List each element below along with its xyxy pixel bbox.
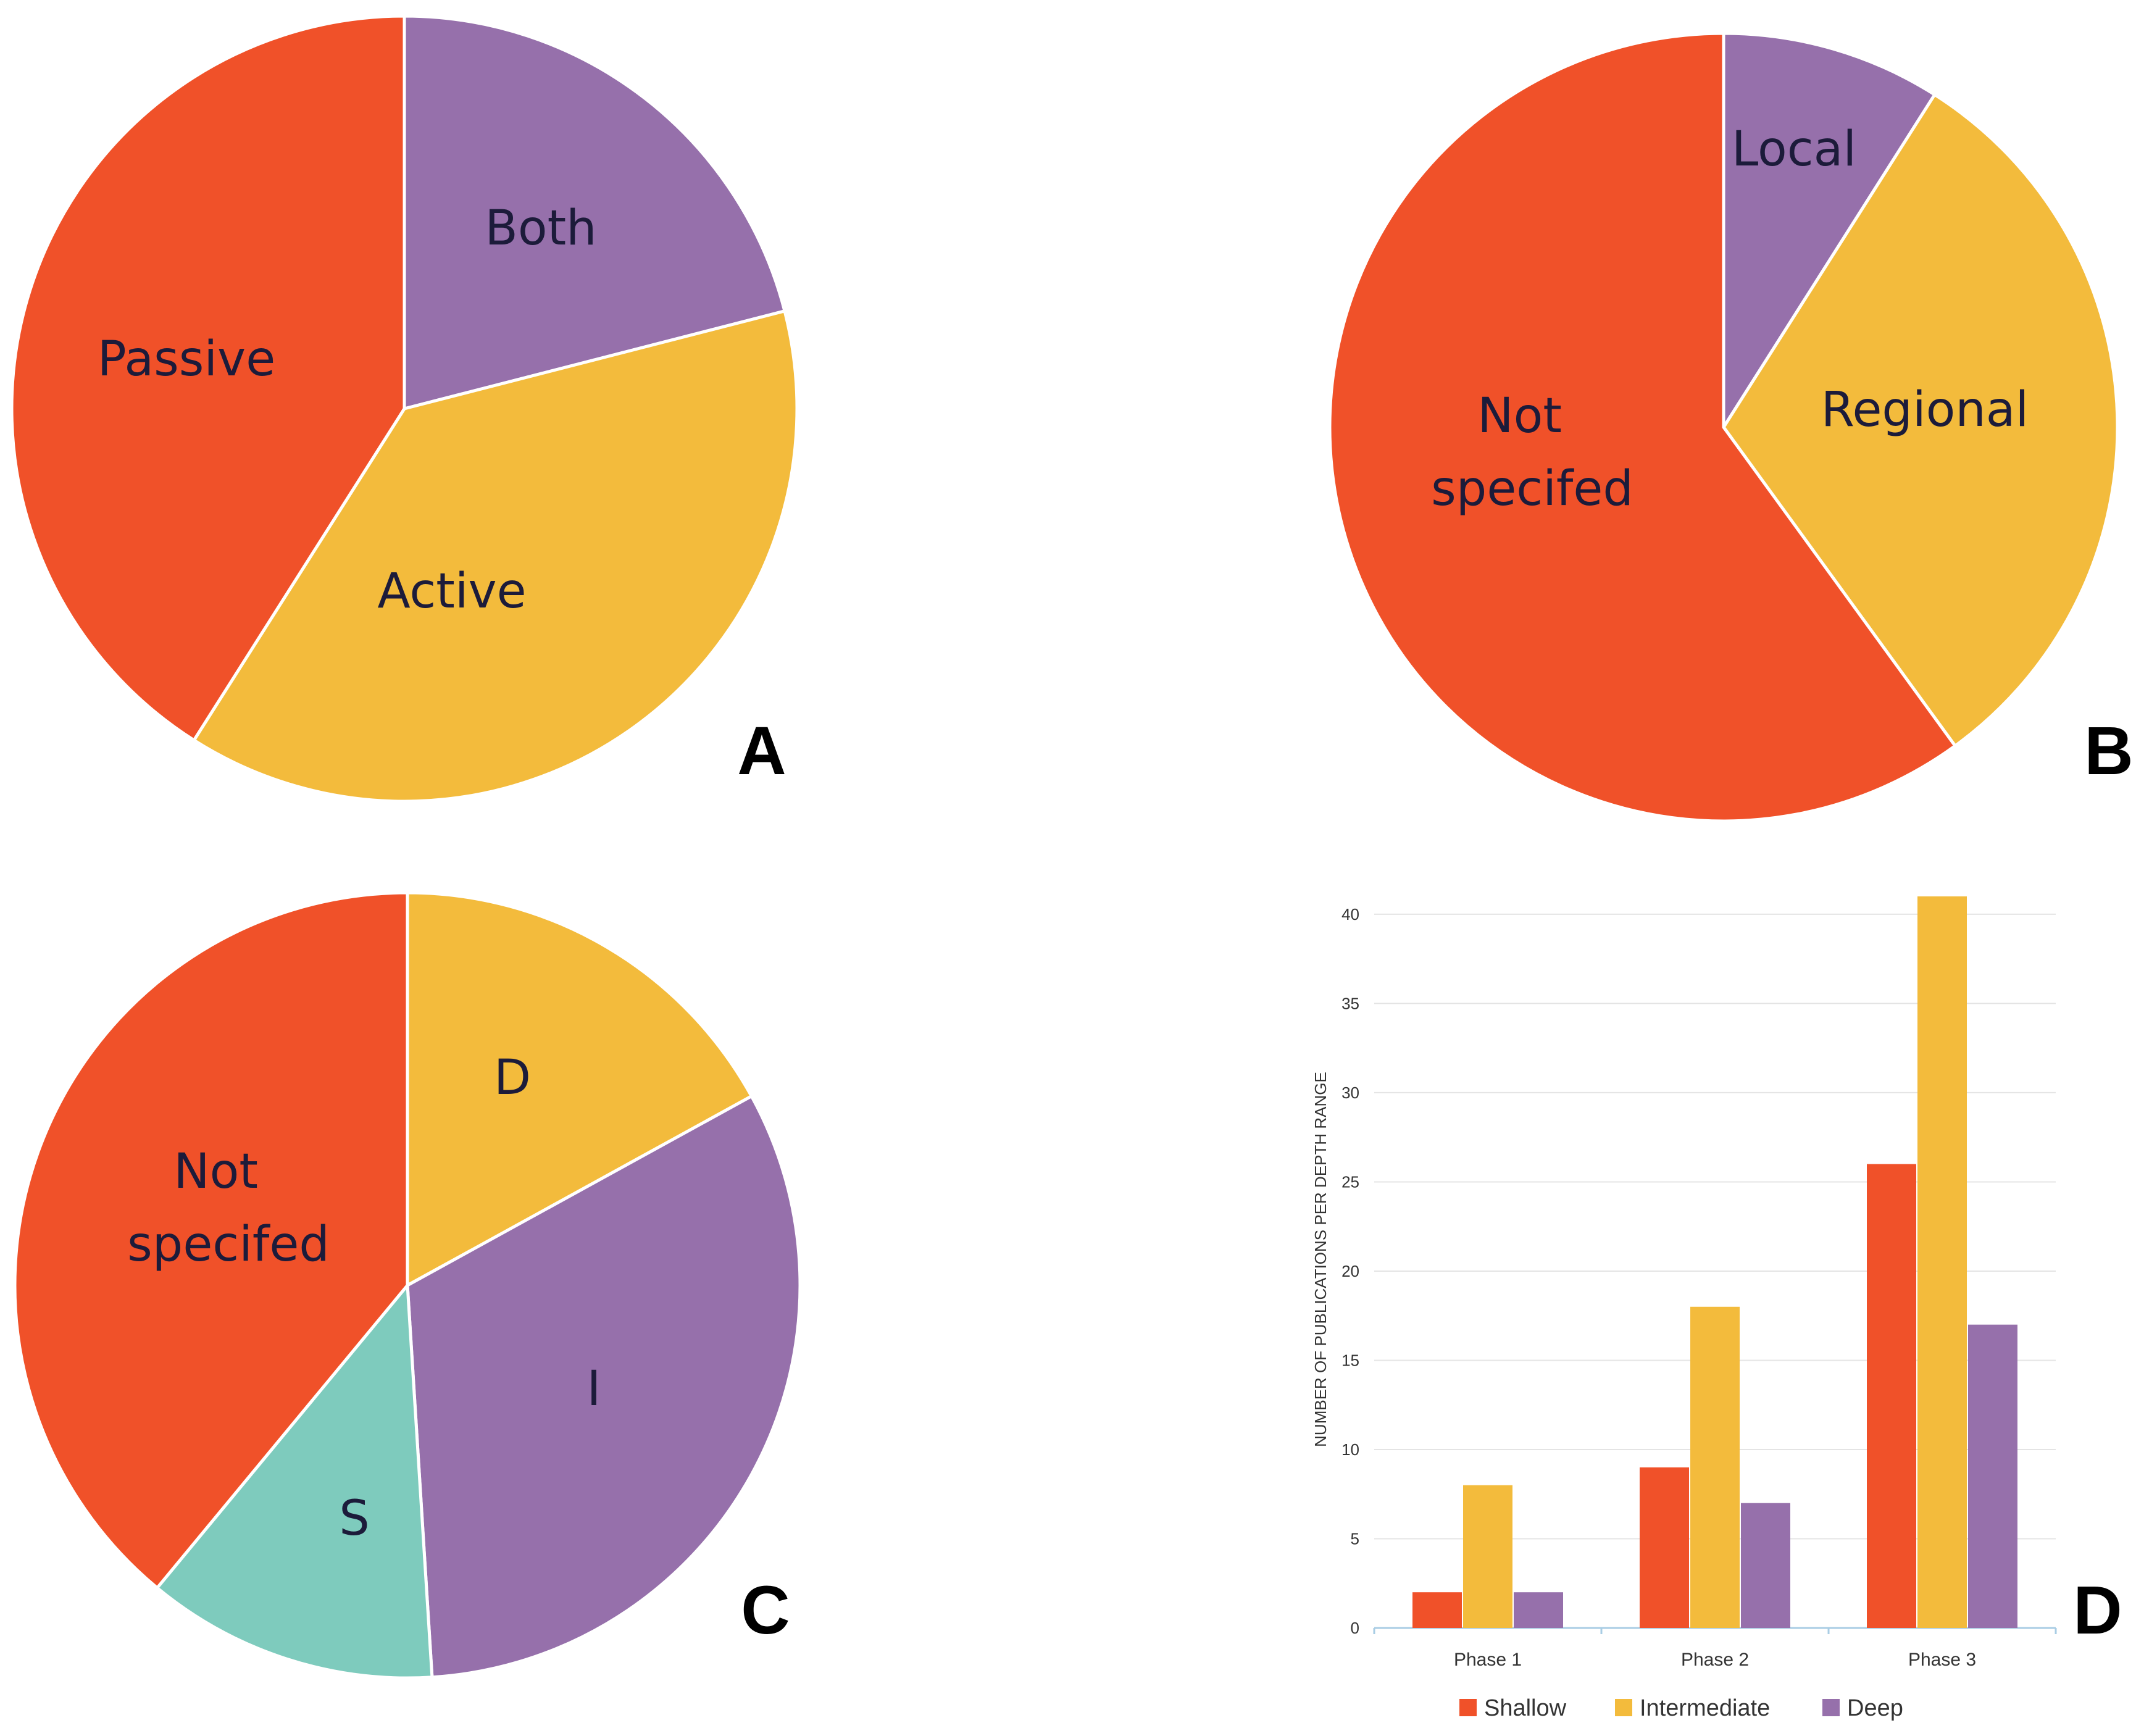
slice-label-regional: Regional	[1821, 382, 2029, 438]
slice-label-not-specified-b-line1: Not	[1477, 388, 1562, 444]
slice-label-both: Both	[485, 201, 596, 256]
pie-chart-b: Local Regional Not specifed B	[1328, 31, 2134, 823]
pie-slice-b-not-specifed	[1328, 31, 1957, 823]
pie-slice-b-regional	[1722, 93, 2119, 748]
bar-phase-2-deep	[1741, 1503, 1790, 1628]
pie-slice-a-passive	[10, 14, 406, 742]
panel-letter-b: B	[2084, 713, 2133, 789]
y-tick-label-5: 5	[1351, 1529, 1359, 1548]
slice-label-local: Local	[1732, 122, 1856, 177]
pie-slice-c-i	[406, 1095, 802, 1679]
pie-chart-c: D I S Not specifed C	[13, 891, 802, 1680]
slice-label-not-specified-c-line1: Not	[173, 1144, 258, 1200]
y-tick-label-0: 0	[1351, 1619, 1359, 1637]
bar-phase-1-shallow	[1412, 1592, 1462, 1628]
panel-letter-d: D	[2073, 1572, 2122, 1648]
x-tick-label-phase-2: Phase 2	[1681, 1650, 1749, 1670]
pie-slice-c-d	[406, 891, 753, 1287]
pie-slice-b-local	[1722, 31, 1937, 429]
bar-phase-2-intermediate	[1690, 1306, 1740, 1628]
slice-label-i: I	[586, 1361, 601, 1417]
legend-swatch-shallow	[1459, 1699, 1477, 1716]
y-axis-label: NUMBER OF PUBLICATIONS PER DEPTH RANGE	[1311, 1072, 1330, 1447]
pie-slice-c-not-specifed	[13, 891, 409, 1590]
y-tick-label-15: 15	[1341, 1351, 1359, 1369]
pie-chart-a: Both Active Passive A	[10, 14, 799, 803]
bar-phase-3-shallow	[1867, 1164, 1916, 1628]
panel-letter-a: A	[737, 713, 786, 789]
bar-phase-3-deep	[1968, 1324, 2017, 1628]
bar-phase-1-deep	[1514, 1592, 1563, 1628]
slice-label-passive: Passive	[98, 332, 275, 387]
legend: Shallow Intermediate Deep	[1459, 1695, 1903, 1721]
slice-label-not-specified-c-line2: specifed	[127, 1217, 330, 1272]
slice-label-d: D	[494, 1050, 531, 1106]
bar-phase-2-shallow	[1640, 1467, 1689, 1628]
pie-slice-c-s	[156, 1283, 434, 1680]
pie-slice-a-active	[192, 309, 799, 803]
x-tick-label-phase-3: Phase 3	[1908, 1650, 1976, 1670]
y-tick-label-35: 35	[1341, 994, 1359, 1012]
legend-label-shallow: Shallow	[1484, 1695, 1567, 1721]
legend-swatch-deep	[1822, 1699, 1840, 1716]
y-tick-label-40: 40	[1341, 905, 1359, 924]
slice-label-active: Active	[377, 564, 526, 619]
slice-label-not-specified-c: Not specifed	[127, 1144, 330, 1272]
y-tick-label-30: 30	[1341, 1083, 1359, 1102]
legend-label-deep: Deep	[1847, 1695, 1903, 1721]
slice-label-s: S	[339, 1491, 370, 1546]
y-tick-label-20: 20	[1341, 1262, 1359, 1280]
slice-label-not-specified-b-line2: specifed	[1431, 461, 1633, 517]
bar-phase-3-intermediate	[1917, 896, 1967, 1628]
bar-phase-1-intermediate	[1463, 1485, 1512, 1628]
slice-label-not-specified-b: Not specifed	[1431, 388, 1633, 517]
y-tick-label-25: 25	[1341, 1172, 1359, 1191]
legend-swatch-intermediate	[1615, 1699, 1632, 1716]
panel-letter-c: C	[741, 1572, 790, 1648]
x-tick-label-phase-1: Phase 1	[1454, 1650, 1522, 1670]
bar-chart-d: 0 5 10 15 20 25 30 35 40 Phase 1 Phase 2 Phase 3 N…	[1311, 896, 2122, 1721]
pie-slice-a-both	[403, 14, 786, 411]
y-tick-label-10: 10	[1341, 1440, 1359, 1459]
legend-label-intermediate: Intermediate	[1640, 1695, 1770, 1721]
